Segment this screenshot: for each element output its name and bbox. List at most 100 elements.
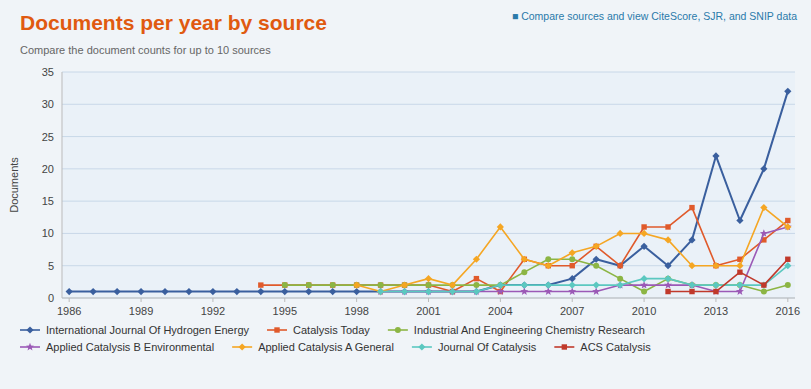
point <box>570 263 575 268</box>
point <box>521 281 528 288</box>
point <box>425 287 433 295</box>
point <box>402 282 407 287</box>
point <box>497 282 503 288</box>
x-tick-label: 1998 <box>344 305 368 317</box>
point <box>640 275 647 282</box>
title: Documents per year by source <box>20 11 327 34</box>
x-tick <box>787 298 788 302</box>
x-tick <box>141 298 142 302</box>
point <box>282 282 288 288</box>
point <box>353 288 360 295</box>
point <box>737 269 742 274</box>
point <box>761 289 767 295</box>
grid-line <box>62 104 795 105</box>
x-tick-label: 1989 <box>129 305 153 317</box>
point <box>784 262 791 269</box>
point <box>736 217 743 224</box>
grid-line <box>62 201 795 202</box>
x-tick-label: 2013 <box>704 305 728 317</box>
point <box>664 262 671 269</box>
point <box>354 282 360 288</box>
legend-label: Applied Catalysis B Environmental <box>46 341 214 353</box>
point <box>617 276 623 282</box>
x-tick-label: 1995 <box>273 305 297 317</box>
point <box>377 288 384 295</box>
point <box>401 287 409 295</box>
point <box>474 276 479 281</box>
point <box>760 229 768 237</box>
point <box>449 288 456 295</box>
legend-label: International Journal Of Hydrogen Energy <box>46 324 250 336</box>
y-tick-label: 10 <box>42 227 54 239</box>
point <box>449 288 456 295</box>
grid-line <box>62 265 795 266</box>
point <box>569 249 576 256</box>
point <box>617 230 624 237</box>
legend-marker <box>274 327 279 332</box>
y-axis-line <box>62 72 63 298</box>
x-tick <box>284 298 285 302</box>
point <box>425 288 432 295</box>
point <box>473 282 479 288</box>
x-tick-label: 2010 <box>632 305 656 317</box>
point <box>377 287 385 295</box>
legend-item: Catalysis Today <box>267 324 370 336</box>
legend-marker <box>418 343 425 350</box>
point <box>209 288 216 295</box>
legend-label: Applied Catalysis A General <box>258 341 394 353</box>
x-tick <box>715 298 716 302</box>
series-line <box>69 91 788 291</box>
point <box>665 289 670 294</box>
point <box>305 288 312 295</box>
point <box>569 256 575 262</box>
point <box>282 282 287 287</box>
point <box>378 282 384 288</box>
x-axis-line <box>62 298 795 299</box>
point <box>473 288 480 295</box>
point <box>617 263 622 268</box>
plot-group <box>66 88 792 295</box>
point <box>617 262 624 269</box>
point <box>306 282 311 287</box>
y-tick-label: 15 <box>42 195 54 207</box>
series-line <box>261 208 788 292</box>
point <box>545 256 551 262</box>
point <box>66 288 73 295</box>
legend-item: Applied Catalysis A General <box>232 341 394 353</box>
legend: International Journal Of Hydrogen Energy… <box>20 324 651 353</box>
point <box>688 281 696 289</box>
point <box>401 288 408 295</box>
point <box>688 236 695 243</box>
point <box>688 262 695 269</box>
x-tick <box>356 298 357 302</box>
point <box>593 256 600 263</box>
point <box>593 243 600 250</box>
point <box>425 275 432 282</box>
x-tick <box>500 298 501 302</box>
grid-line <box>62 298 795 299</box>
point <box>521 256 528 263</box>
x-tick <box>69 298 70 302</box>
point <box>616 281 624 289</box>
point <box>401 288 408 295</box>
x-tick-label: 2016 <box>776 305 800 317</box>
background <box>0 0 811 389</box>
series-line <box>357 208 788 292</box>
point <box>760 281 767 288</box>
x-tick-label: 1992 <box>201 305 225 317</box>
point <box>521 281 528 288</box>
point <box>713 289 718 294</box>
point <box>401 281 408 288</box>
point <box>785 282 791 288</box>
x-tick <box>572 298 573 302</box>
point <box>545 281 552 288</box>
subtitle: Compare the document counts for up to 10… <box>20 44 271 56</box>
point <box>185 288 192 295</box>
point <box>712 152 719 159</box>
point <box>713 263 718 268</box>
legend-label: ACS Catalysis <box>580 341 651 353</box>
point <box>760 204 767 211</box>
legend-marker <box>395 327 401 333</box>
point <box>569 281 576 288</box>
point <box>640 243 647 250</box>
